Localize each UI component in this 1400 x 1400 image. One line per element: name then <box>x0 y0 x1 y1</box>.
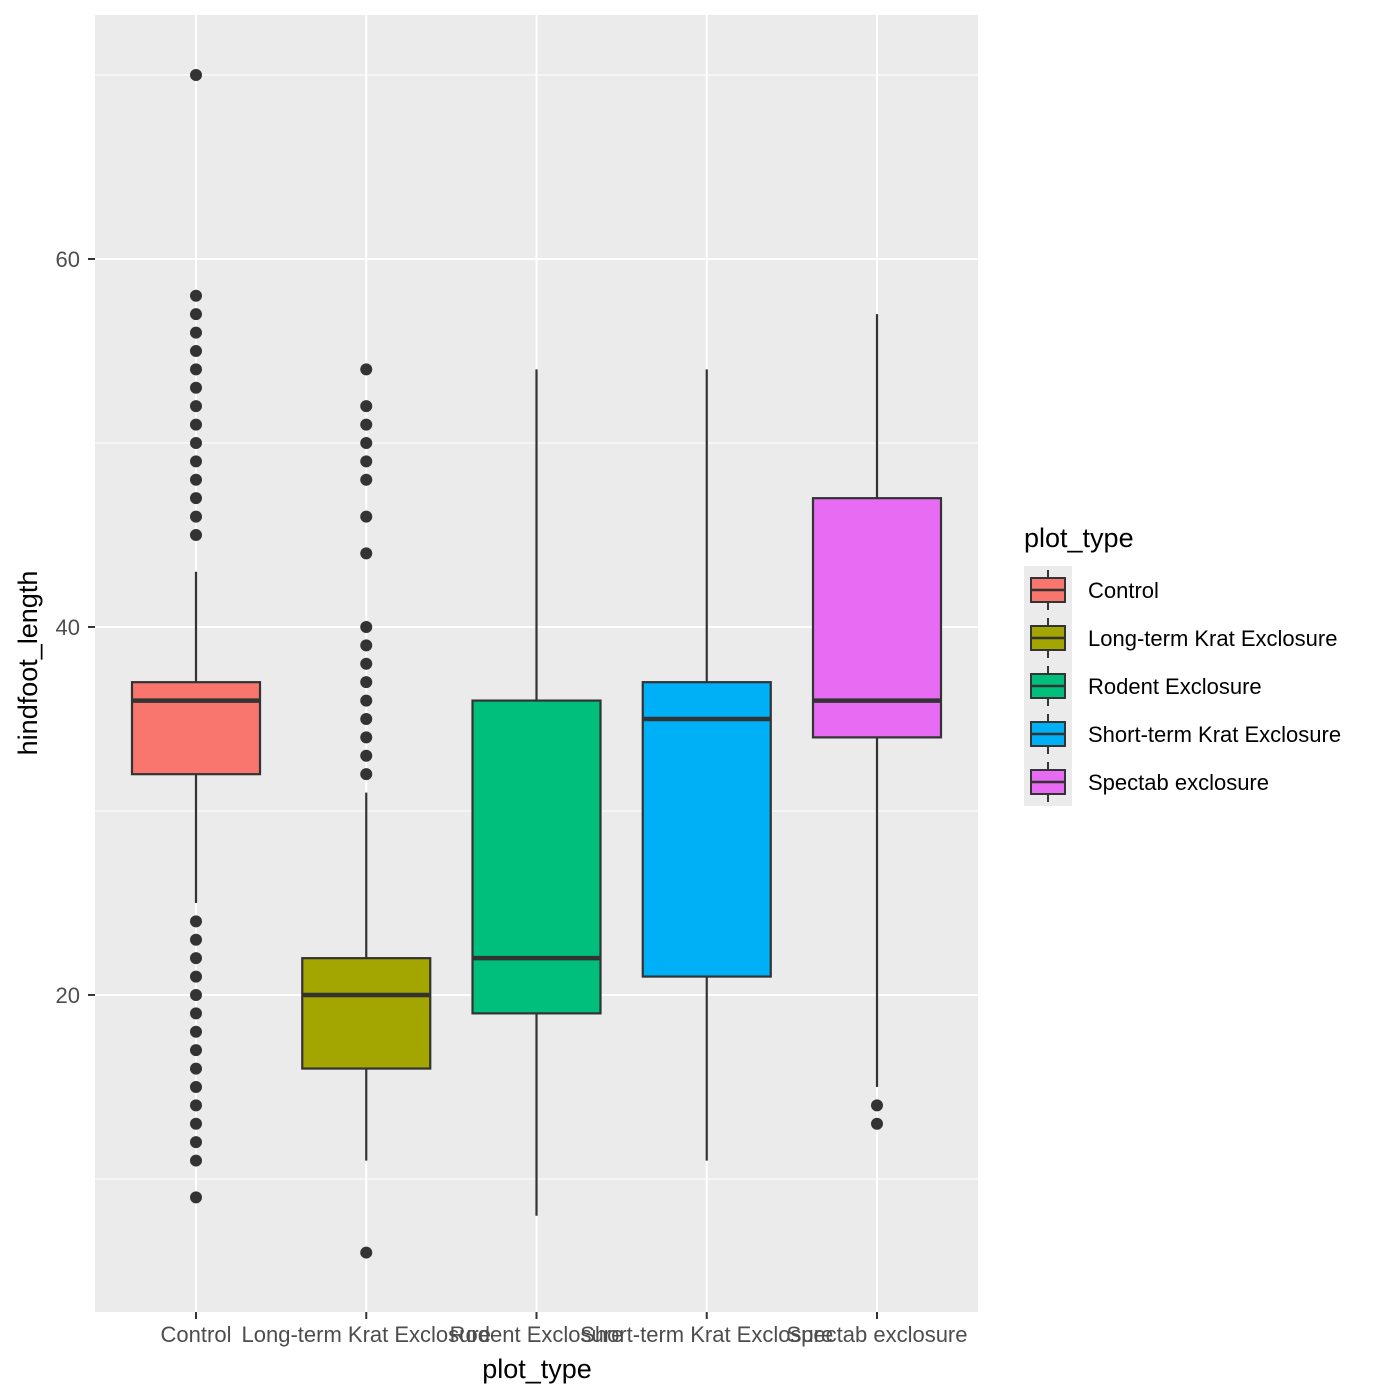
box-iqr <box>641 681 772 978</box>
outlier-point <box>360 676 373 689</box>
legend-label: Spectab exclosure <box>1088 770 1269 795</box>
legend-item: Rodent Exclosure <box>1024 662 1262 710</box>
legend-item: Short-term Krat Exclosure <box>1024 710 1341 758</box>
y-tick-label: 60 <box>56 247 80 272</box>
x-axis-title: plot_type <box>482 1354 592 1384</box>
y-tick-label: 40 <box>56 615 80 640</box>
legend: plot_type Control Long-term Krat Exclosur… <box>1024 523 1341 806</box>
outlier-point <box>190 970 202 983</box>
outlier-point <box>190 1191 202 1204</box>
box-iqr <box>811 497 943 739</box>
box-long-term-krat-exclosure <box>301 363 432 1259</box>
outlier-point <box>190 1154 202 1167</box>
outlier-point <box>190 1007 202 1020</box>
x-tick-label: Long-term Krat Exclosure <box>242 1322 491 1347</box>
outlier-point <box>190 400 202 413</box>
outlier-point <box>360 363 373 376</box>
box-spectab-exclosure <box>811 314 943 1130</box>
legend-label: Control <box>1088 578 1159 603</box>
outlier-point <box>190 988 202 1001</box>
outlier-point <box>360 657 373 670</box>
outlier-point <box>190 473 202 486</box>
x-tick-label: Rodent Exclosure <box>450 1322 624 1347</box>
outlier-point <box>360 400 373 413</box>
outlier-point <box>360 768 373 781</box>
outlier-point <box>360 473 373 486</box>
outlier-point <box>190 363 202 376</box>
outlier-point <box>190 1099 202 1112</box>
outlier-point <box>871 1099 883 1112</box>
legend-label: Long-term Krat Exclosure <box>1088 626 1337 651</box>
legend-title: plot_type <box>1024 523 1134 553</box>
outlier-point <box>360 731 373 744</box>
outlier-point <box>360 712 373 725</box>
box-control <box>130 68 262 1204</box>
outlier-point <box>190 68 202 81</box>
outlier-point <box>190 381 202 394</box>
axes: 20 40 60 Control Long-term Krat ExclosureRod… <box>56 247 968 1347</box>
outlier-point <box>360 547 373 560</box>
outlier-point <box>360 436 373 449</box>
outlier-point <box>360 639 373 652</box>
outlier-point <box>190 344 202 357</box>
box-iqr <box>471 699 602 1015</box>
outlier-point <box>190 1080 202 1093</box>
outlier-point <box>190 1025 202 1038</box>
y-tick-label: 20 <box>56 983 80 1008</box>
outlier-point <box>190 1136 202 1149</box>
outlier-point <box>360 455 373 468</box>
x-tick-label: Short-term Krat Exclosure <box>580 1322 833 1347</box>
outlier-point <box>360 620 373 633</box>
outlier-point <box>190 308 202 321</box>
outlier-point <box>190 436 202 449</box>
x-tick-label: Spectab exclosure <box>787 1322 968 1347</box>
outlier-point <box>360 418 373 431</box>
outlier-point <box>190 952 202 965</box>
outlier-point <box>871 1117 883 1130</box>
outlier-point <box>190 528 202 541</box>
legend-label: Short-term Krat Exclosure <box>1088 722 1341 747</box>
outlier-point <box>360 694 373 707</box>
outlier-point <box>190 492 202 505</box>
legend-item: Long-term Krat Exclosure <box>1024 614 1337 662</box>
box-short-term-krat-exclosure <box>641 369 772 1161</box>
outlier-point <box>190 455 202 468</box>
outlier-point <box>190 510 202 523</box>
outlier-point <box>190 1044 202 1057</box>
legend-item: Spectab exclosure <box>1024 758 1269 806</box>
outlier-point <box>190 289 202 302</box>
outlier-point <box>190 1062 202 1075</box>
outlier-point <box>190 326 202 339</box>
boxes <box>130 68 943 1259</box>
outlier-point <box>190 1117 202 1130</box>
outlier-point <box>360 749 373 762</box>
x-tick-label: Control <box>161 1322 232 1347</box>
box-iqr <box>130 681 262 776</box>
legend-label: Rodent Exclosure <box>1088 674 1262 699</box>
outlier-point <box>360 510 373 523</box>
outlier-point <box>190 418 202 431</box>
outlier-point <box>190 933 202 946</box>
legend-item: Control <box>1024 566 1159 614</box>
y-axis-title: hindfoot_length <box>13 571 43 756</box>
box-rodent-exclosure <box>471 369 602 1216</box>
outlier-point <box>360 1246 373 1259</box>
box-iqr <box>301 957 432 1070</box>
outlier-point <box>190 915 202 928</box>
